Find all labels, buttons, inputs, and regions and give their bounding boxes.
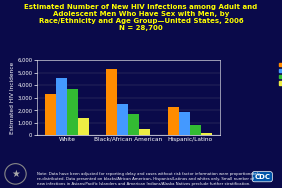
- Bar: [56, 78, 67, 135]
- Text: ★: ★: [11, 169, 20, 179]
- Text: Estimated Number of New HIV Infections among Adult and
Adolescent Men Who Have S: Estimated Number of New HIV Infections a…: [24, 4, 258, 31]
- Y-axis label: Estimated HIV Incidence: Estimated HIV Incidence: [10, 62, 15, 134]
- Bar: [117, 104, 128, 135]
- Bar: [78, 118, 89, 135]
- Bar: [106, 69, 117, 135]
- Legend: 13-29 yrs., 30-39 yrs., 40-49 yrs., ≥50 yrs.: 13-29 yrs., 30-39 yrs., 40-49 yrs., ≥50 …: [278, 61, 282, 86]
- Text: Note: Data have been adjusted for reporting delay and cases without risk factor : Note: Data have been adjusted for report…: [37, 172, 260, 186]
- Bar: [45, 94, 56, 135]
- Bar: [67, 89, 78, 135]
- Text: CDC: CDC: [254, 174, 270, 180]
- Bar: [201, 133, 212, 135]
- Bar: [190, 125, 201, 135]
- Bar: [179, 112, 190, 135]
- Bar: [168, 107, 179, 135]
- Bar: [139, 129, 150, 135]
- Bar: [128, 114, 139, 135]
